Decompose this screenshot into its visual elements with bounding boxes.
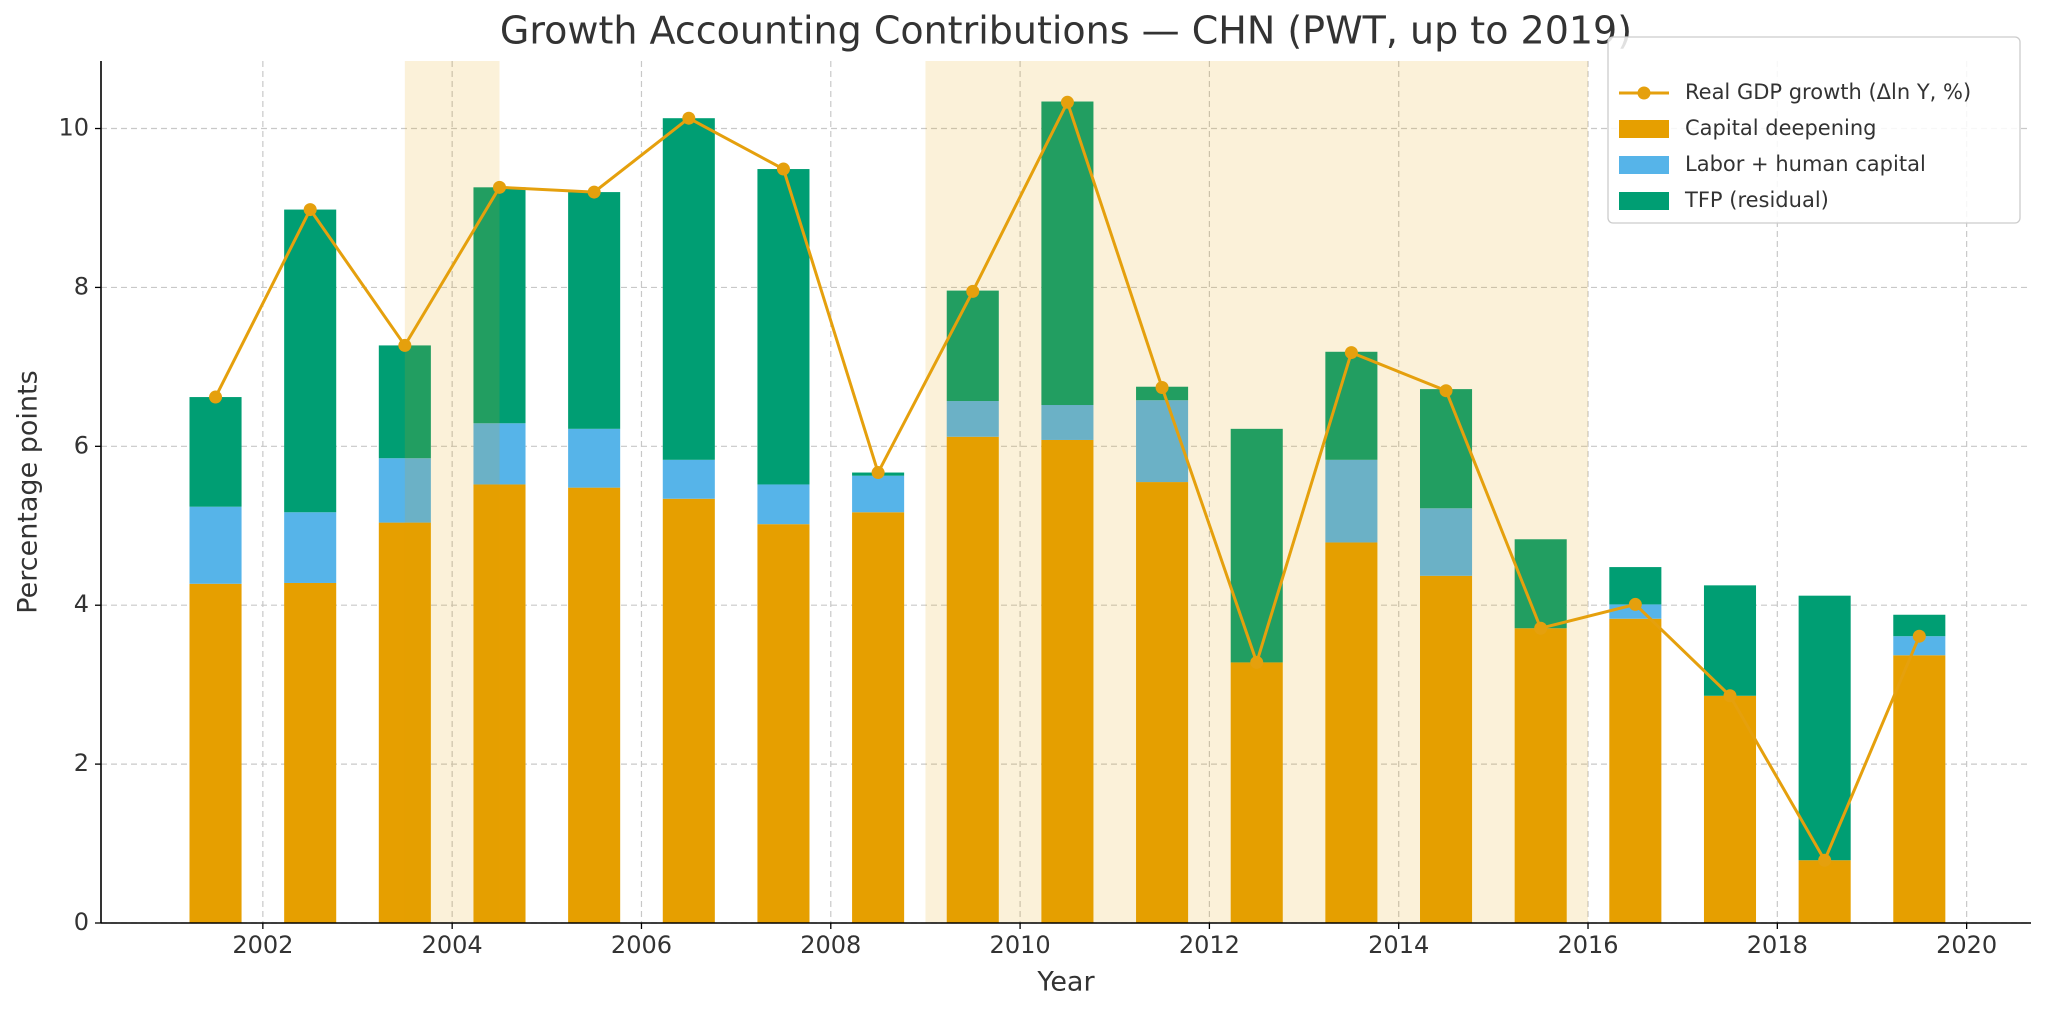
line-point [1060, 95, 1074, 109]
legend: Real GDP growth (Δln Y, %) Capital deepen… [1607, 36, 2021, 224]
y-tick-label: 10 [58, 114, 89, 142]
bar-segment [284, 582, 337, 923]
bar-segment [1230, 662, 1283, 923]
bar-segment [1514, 628, 1567, 923]
y-tick-label: 8 [74, 272, 89, 300]
bar-segment [1893, 636, 1946, 656]
bar-segment [946, 401, 999, 437]
line-point [776, 162, 790, 176]
bar-segment [852, 512, 905, 923]
y-axis-label: Percentage points [13, 370, 44, 613]
legend-label: Capital deepening [1685, 116, 1877, 140]
bar-segment [946, 290, 999, 402]
bar-segment [473, 484, 526, 923]
bar-segment [1041, 405, 1094, 440]
bar-segment [1609, 618, 1662, 923]
legend-label: TFP (residual) [1684, 188, 1829, 212]
bar-segment [757, 169, 810, 485]
bar-segment [757, 524, 810, 923]
bar-segment [568, 428, 621, 488]
shaded-span [404, 61, 500, 923]
y-tick-label: 6 [74, 431, 89, 459]
line-point [587, 185, 601, 199]
bar-segment [473, 187, 526, 424]
line-point [1439, 384, 1453, 398]
x-tick-label: 2004 [422, 931, 483, 959]
line-point [398, 338, 412, 352]
x-tick-label: 2006 [611, 931, 672, 959]
line-point [871, 466, 885, 480]
bar-segment [1420, 389, 1473, 509]
x-tick-label: 2008 [800, 931, 861, 959]
line-point [1250, 655, 1264, 669]
bar-segment [1041, 439, 1094, 923]
bar-segment [378, 458, 431, 523]
bar-segment [1893, 614, 1946, 637]
bar-segment [946, 436, 999, 923]
y-tick-label: 2 [74, 749, 89, 777]
x-tick-label: 2010 [990, 931, 1051, 959]
line-point [1818, 853, 1832, 867]
bar-segment [284, 209, 337, 513]
line-point [1723, 689, 1737, 703]
line-point [1534, 621, 1548, 635]
bar-segment [189, 397, 242, 507]
line-point [492, 180, 506, 194]
x-tick-label: 2002 [232, 931, 293, 959]
chart-title: Growth Accounting Contributions — CHN (P… [500, 9, 1632, 53]
bar-segment [1325, 459, 1378, 543]
bar-segment [1325, 542, 1378, 923]
bar-segment [568, 192, 621, 429]
bar-segment [568, 487, 621, 923]
x-tick-label: 2016 [1557, 931, 1618, 959]
line-point [1155, 381, 1169, 395]
bar-segment [189, 583, 242, 923]
x-tick-label: 2012 [1179, 931, 1240, 959]
legend-swatch [1619, 120, 1669, 138]
bar-segment [1798, 860, 1851, 923]
line-point [1912, 629, 1926, 643]
bar-segment [1420, 508, 1473, 576]
line-point [1344, 346, 1358, 360]
bar-segment [852, 475, 905, 513]
bar-segment [662, 498, 715, 923]
legend-swatch [1619, 156, 1669, 174]
y-tick-label: 0 [74, 908, 89, 936]
bar-segment [1230, 428, 1283, 663]
bar-segment [1136, 482, 1189, 923]
bar-segment [473, 423, 526, 485]
y-tick-label: 4 [74, 590, 89, 618]
legend-swatch [1619, 192, 1669, 210]
bar-segment [284, 512, 337, 583]
legend-marker [1637, 86, 1651, 100]
legend-label: Labor + human capital [1685, 152, 1926, 176]
bar-segment [662, 459, 715, 499]
bar-segment [662, 118, 715, 460]
bar-segment [1893, 655, 1946, 923]
bar-segment [1703, 695, 1757, 923]
line-point [966, 284, 980, 298]
bar-segment [1420, 575, 1473, 923]
x-tick-label: 2014 [1368, 931, 1429, 959]
legend-label: Real GDP growth (Δln Y, %) [1685, 80, 1971, 104]
x-axis-label: Year [1036, 967, 1095, 998]
bar-segment [189, 506, 242, 584]
line-point [303, 203, 317, 217]
x-tick-label: 2018 [1747, 931, 1808, 959]
line-point [1628, 597, 1642, 611]
bar-segment [378, 345, 431, 459]
shaded-span [925, 61, 1589, 923]
legend-box [1607, 36, 2021, 224]
bar-segment [378, 522, 431, 923]
x-tick-label: 2020 [1936, 931, 1997, 959]
line-point [209, 390, 223, 404]
bar-segment [757, 484, 810, 525]
line-point [682, 111, 696, 125]
